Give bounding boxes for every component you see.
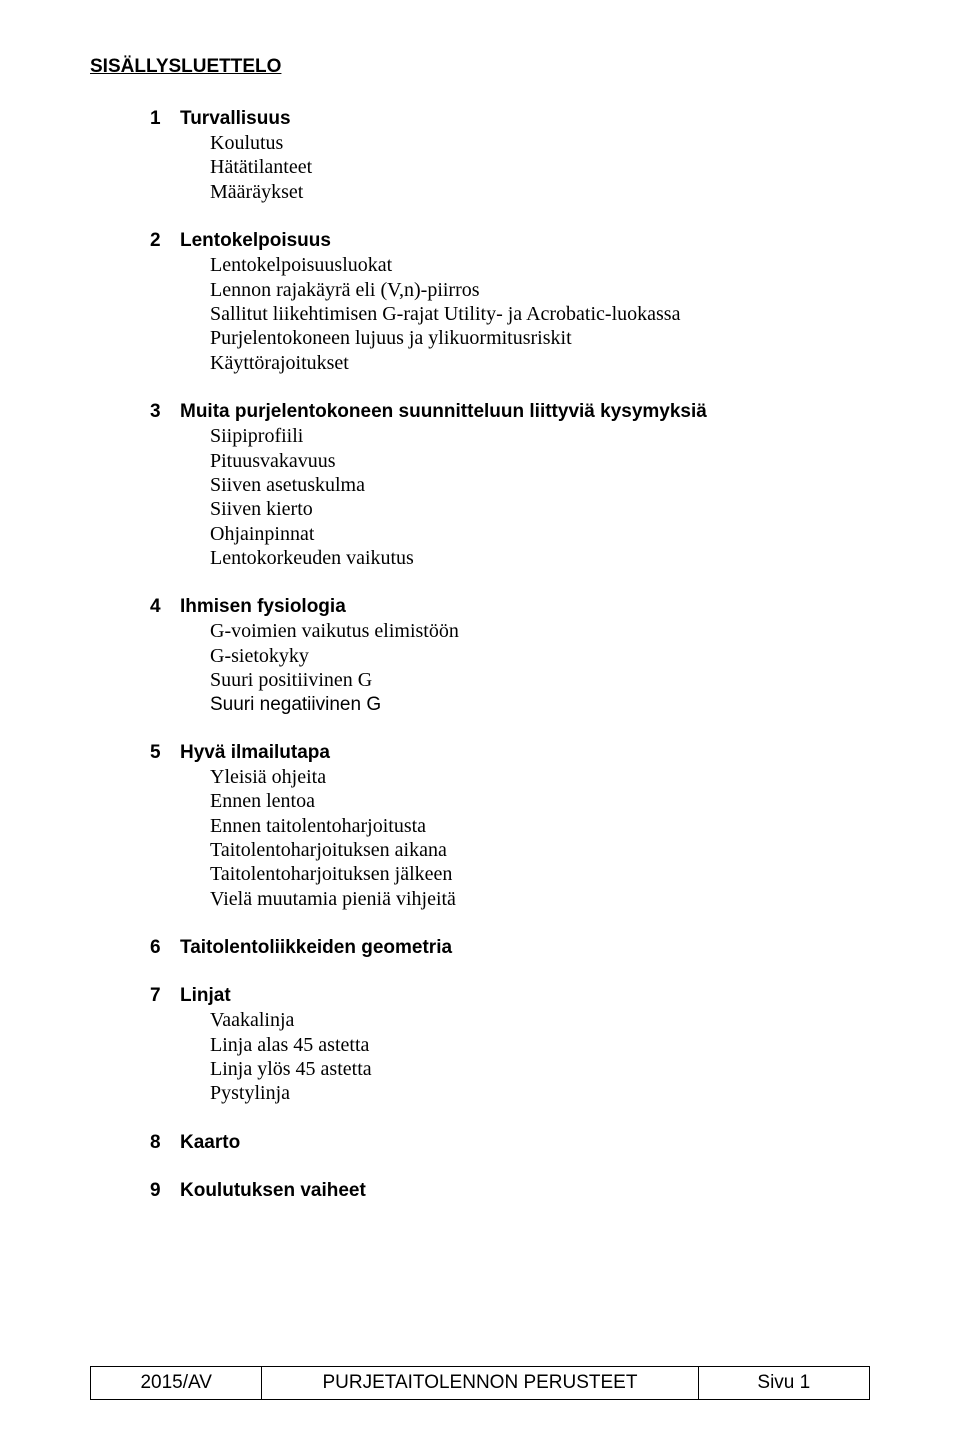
toc-section-number: 8 (150, 1132, 180, 1154)
toc-section-label: Kaarto (180, 1132, 240, 1154)
toc-subitem: Yleisiä ohjeita (210, 765, 870, 789)
toc-section-heading: 5Hyvä ilmailutapa (150, 742, 870, 764)
toc-section-heading: 1Turvallisuus (150, 108, 870, 130)
toc-subitem: Pituusvakavuus (210, 449, 870, 473)
toc-subitem-list: SiipiprofiiliPituusvakavuusSiiven asetus… (210, 424, 870, 570)
footer-table: 2015/AV PURJETAITOLENNON PERUSTEET Sivu … (90, 1366, 870, 1400)
toc-section-heading: 2Lentokelpoisuus (150, 230, 870, 252)
footer-mid: PURJETAITOLENNON PERUSTEET (262, 1367, 698, 1400)
toc-section: 5Hyvä ilmailutapaYleisiä ohjeitaEnnen le… (150, 742, 870, 911)
toc-subitem: Taitolentoharjoituksen jälkeen (210, 862, 870, 886)
toc-section-number: 5 (150, 742, 180, 764)
page-footer: 2015/AV PURJETAITOLENNON PERUSTEET Sivu … (90, 1366, 870, 1400)
toc-section-number: 1 (150, 108, 180, 130)
toc-section-heading: 3Muita purjelentokoneen suunnitteluun li… (150, 401, 870, 423)
toc-section: 9Koulutuksen vaiheet (150, 1180, 870, 1202)
toc-subitem: Suuri negatiivinen G (210, 693, 870, 716)
toc-subitem: Lentokorkeuden vaikutus (210, 546, 870, 570)
toc-subitem-list: VaakalinjaLinja alas 45 astettaLinja ylö… (210, 1008, 870, 1106)
toc-subitem: Siiven asetuskulma (210, 473, 870, 497)
toc-section: 6Taitolentoliikkeiden geometria (150, 937, 870, 959)
toc-section-heading: 6Taitolentoliikkeiden geometria (150, 937, 870, 959)
toc-subitem: Lennon rajakäyrä eli (V,n)-piirros (210, 278, 870, 302)
toc-section-label: Linjat (180, 985, 231, 1007)
toc-subitem: Määräykset (210, 180, 870, 204)
toc-subitem: G-voimien vaikutus elimistöön (210, 619, 870, 643)
toc-subitem: Lentokelpoisuusluokat (210, 253, 870, 277)
toc-subitem-list: KoulutusHätätilanteetMääräykset (210, 131, 870, 204)
toc-section-number: 9 (150, 1180, 180, 1202)
toc-section-label: Hyvä ilmailutapa (180, 742, 330, 764)
toc-subitem: Ennen lentoa (210, 789, 870, 813)
toc-subitem: Ohjainpinnat (210, 522, 870, 546)
toc-subitem: Suuri positiivinen G (210, 668, 870, 692)
toc-subitem: Linja alas 45 astetta (210, 1033, 870, 1057)
toc-section-label: Lentokelpoisuus (180, 230, 331, 252)
footer-left: 2015/AV (91, 1367, 262, 1400)
table-row: 2015/AV PURJETAITOLENNON PERUSTEET Sivu … (91, 1367, 870, 1400)
toc-section-number: 2 (150, 230, 180, 252)
toc-subitem: Ennen taitolentoharjoitusta (210, 814, 870, 838)
toc-section-heading: 4Ihmisen fysiologia (150, 596, 870, 618)
toc-section: 1TurvallisuusKoulutusHätätilanteetMääräy… (150, 108, 870, 204)
toc-subitem: Vielä muutamia pieniä vihjeitä (210, 887, 870, 911)
toc-section-number: 3 (150, 401, 180, 423)
toc-section-label: Taitolentoliikkeiden geometria (180, 937, 452, 959)
toc-section-heading: 8Kaarto (150, 1132, 870, 1154)
toc-subitem-list: G-voimien vaikutus elimistöönG-sietokyky… (210, 619, 870, 715)
toc-section-label: Koulutuksen vaiheet (180, 1180, 366, 1202)
toc-section-label: Ihmisen fysiologia (180, 596, 346, 618)
toc-section: 3Muita purjelentokoneen suunnitteluun li… (150, 401, 870, 570)
toc-subitem: Taitolentoharjoituksen aikana (210, 838, 870, 862)
toc-subitem-list: Yleisiä ohjeitaEnnen lentoaEnnen taitole… (210, 765, 870, 911)
toc-section: 7LinjatVaakalinjaLinja alas 45 astettaLi… (150, 985, 870, 1106)
toc-subitem: Sallitut liikehtimisen G-rajat Utility- … (210, 302, 870, 326)
toc-section: 2LentokelpoisuusLentokelpoisuusluokatLen… (150, 230, 870, 375)
toc-subitem-list: LentokelpoisuusluokatLennon rajakäyrä el… (210, 253, 870, 375)
toc-section-number: 7 (150, 985, 180, 1007)
toc-section-number: 6 (150, 937, 180, 959)
toc-subitem: Siiven kierto (210, 497, 870, 521)
footer-right: Sivu 1 (698, 1367, 869, 1400)
toc-section-number: 4 (150, 596, 180, 618)
toc-section: 8Kaarto (150, 1132, 870, 1154)
page-title: SISÄLLYSLUETTELO (90, 56, 870, 78)
toc-subitem: Hätätilanteet (210, 155, 870, 179)
toc-subitem: G-sietokyky (210, 644, 870, 668)
toc-section: 4Ihmisen fysiologiaG-voimien vaikutus el… (150, 596, 870, 715)
toc-subitem: Siipiprofiili (210, 424, 870, 448)
toc-subitem: Käyttörajoitukset (210, 351, 870, 375)
toc-section-label: Turvallisuus (180, 108, 291, 130)
toc-subitem: Purjelentokoneen lujuus ja ylikuormitusr… (210, 326, 870, 350)
table-of-contents: 1TurvallisuusKoulutusHätätilanteetMääräy… (150, 108, 870, 1202)
toc-subitem: Pystylinja (210, 1081, 870, 1105)
toc-subitem: Vaakalinja (210, 1008, 870, 1032)
toc-section-heading: 7Linjat (150, 985, 870, 1007)
toc-section-label: Muita purjelentokoneen suunnitteluun lii… (180, 401, 707, 423)
document-page: SISÄLLYSLUETTELO 1TurvallisuusKoulutusHä… (0, 0, 960, 1448)
toc-section-heading: 9Koulutuksen vaiheet (150, 1180, 870, 1202)
toc-subitem: Linja ylös 45 astetta (210, 1057, 870, 1081)
toc-subitem: Koulutus (210, 131, 870, 155)
